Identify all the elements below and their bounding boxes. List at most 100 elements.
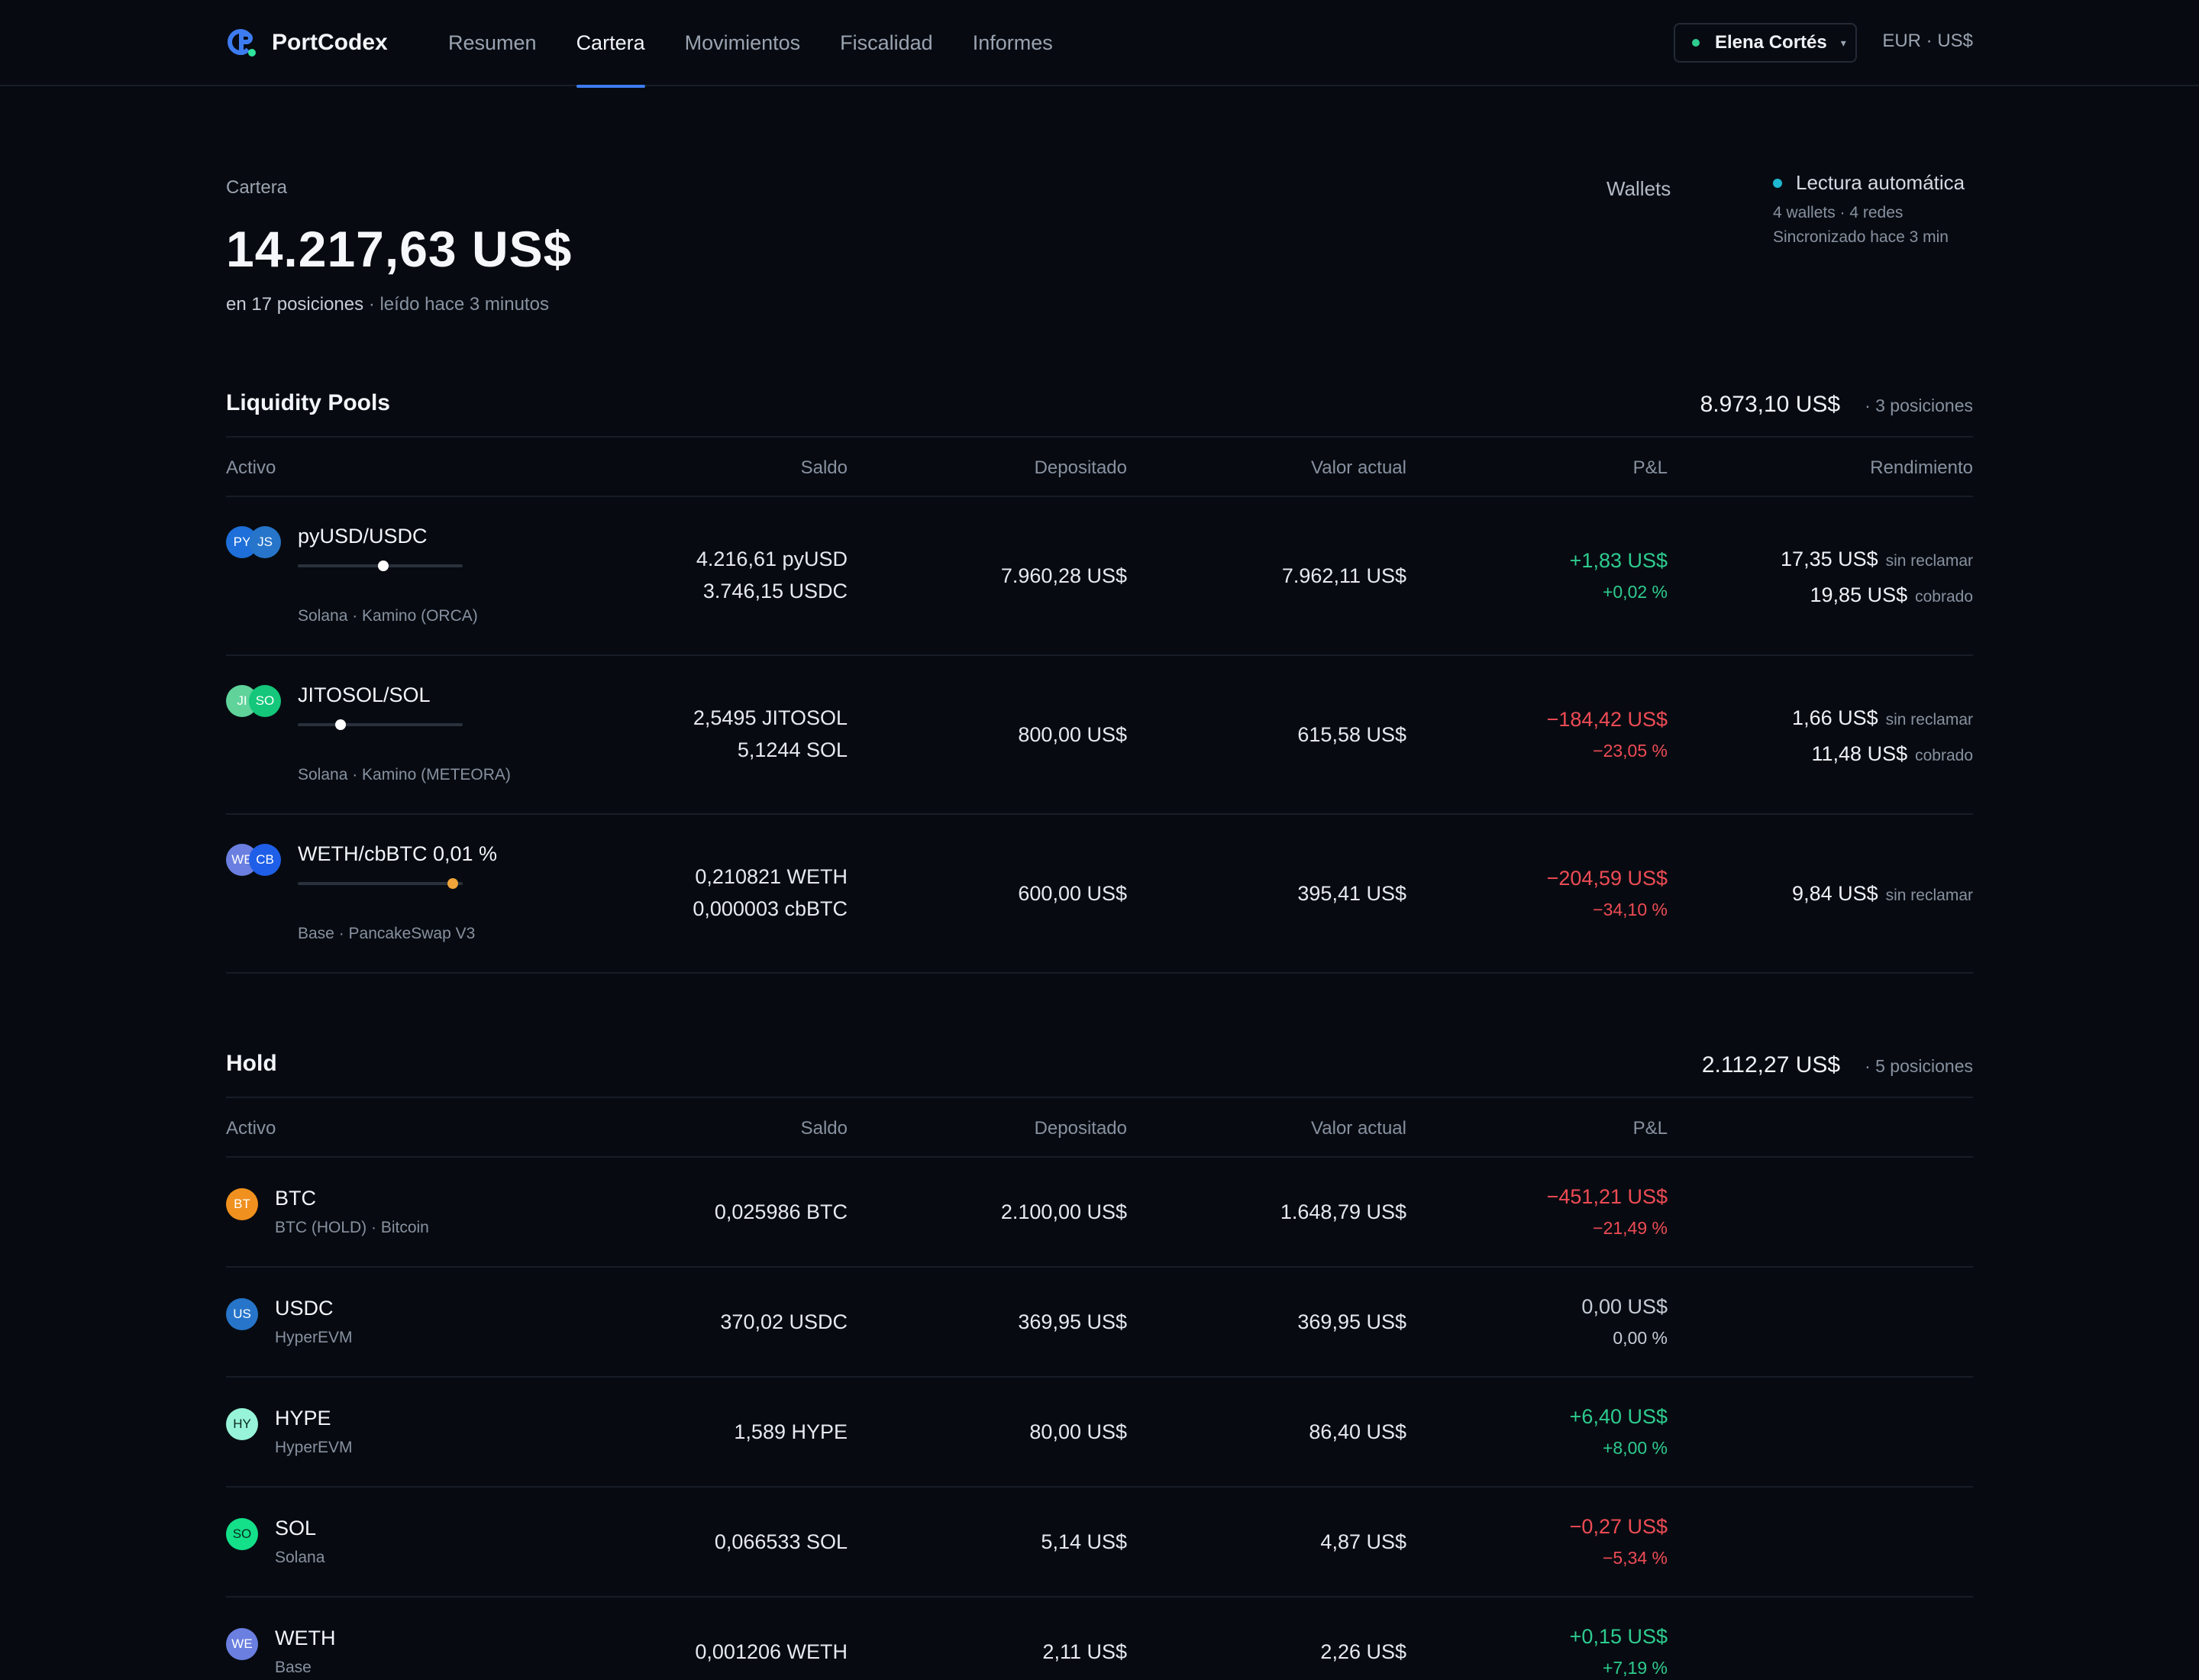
pnl-percent: +8,00 % — [1602, 1438, 1668, 1458]
balance-value: 370,02 USDC — [720, 1310, 848, 1333]
balance-value: 0,001206 WETH — [695, 1640, 848, 1663]
asset-network: Base — [275, 1659, 312, 1676]
yield-line: 17,35 US$ sin reclamar — [1781, 543, 1973, 579]
brand-name: PortCodex — [272, 30, 388, 55]
balance-cell: 0,210821 WETH 0,000003 cbBTC — [693, 861, 848, 925]
liquidity-pools-section: Liquidity Pools 8.973,10 US$ · 3 posicio… — [226, 376, 1973, 974]
col-activo[interactable]: Activo — [226, 1118, 276, 1139]
deposited-value: 369,95 US$ — [1018, 1310, 1127, 1333]
yield-value: 11,48 US$ — [1811, 742, 1908, 765]
auto-sync-status: Lectura automática 4 wallets · 4 redes S… — [1773, 171, 1965, 247]
deposited-value: 2.100,00 US$ — [1000, 1200, 1127, 1223]
asset-name: SOL — [275, 1517, 317, 1539]
pnl-cell: −204,59 US$ −34,10 % — [1547, 862, 1668, 925]
pnl-amount: −0,27 US$ — [1569, 1515, 1668, 1538]
pnl-amount: +0,15 US$ — [1569, 1625, 1668, 1648]
pnl-percent: −23,05 % — [1593, 741, 1668, 761]
asset-network: Solana — [275, 1549, 325, 1566]
pnl-percent: −21,49 % — [1593, 1218, 1668, 1238]
pnl-percent: 0,00 % — [1613, 1328, 1668, 1348]
section-count: · 3 posiciones — [1865, 396, 1973, 415]
nav-tab-resumen[interactable]: Resumen — [448, 31, 537, 54]
current-value: 395,41 US$ — [1297, 882, 1406, 905]
section-header: Hold 2.112,27 US$ · 5 posiciones — [226, 1037, 1973, 1098]
nav-tab-informes[interactable]: Informes — [972, 31, 1053, 54]
pnl-amount: +6,40 US$ — [1569, 1405, 1668, 1428]
yield-value: 17,35 US$ — [1781, 548, 1878, 570]
table-row[interactable]: BT BTC BTC (HOLD) · Bitcoin 0,025986 BTC 2.1… — [226, 1158, 1973, 1268]
yield-label: sin reclamar — [1885, 711, 1973, 729]
online-status-icon — [1692, 39, 1700, 47]
balance-value: 0,066533 SOL — [714, 1530, 848, 1553]
col-rendimiento[interactable]: Rendimiento — [1870, 457, 1973, 478]
token-icon: WE — [226, 1628, 258, 1660]
deposited-value: 2,11 US$ — [1042, 1640, 1127, 1663]
nav-tab-cartera[interactable]: Cartera — [576, 0, 645, 88]
portfolio-total: 14.217,63 US$ — [226, 221, 573, 277]
col-valor-actual[interactable]: Valor actual — [1311, 457, 1406, 478]
deposited-value: 800,00 US$ — [1018, 723, 1127, 746]
table-row[interactable]: PY JS pyUSD/USDC Solana · Kamino (ORCA) 4.21… — [226, 497, 1973, 656]
asset-network: HyperEVM — [275, 1439, 353, 1456]
asset-network: BTC (HOLD) · Bitcoin — [275, 1219, 429, 1236]
pnl-cell: −451,21 US$ −21,49 % — [1547, 1181, 1668, 1243]
wallets-link[interactable]: Wallets — [1606, 177, 1671, 200]
user-menu-button[interactable]: Elena Cortés ▾ — [1674, 23, 1857, 63]
pnl-cell: +1,83 US$ +0,02 % — [1570, 544, 1668, 607]
price-range-bar — [298, 878, 463, 889]
col-depositado[interactable]: Depositado — [1034, 1118, 1127, 1139]
portfolio-label: Cartera — [226, 177, 288, 198]
nav-tab-movimientos[interactable]: Movimientos — [684, 31, 801, 54]
col-pnl[interactable]: P&L — [1632, 457, 1668, 478]
yield-value: 19,85 US$ — [1810, 583, 1908, 606]
section-total: 8.973,10 US$ — [1700, 392, 1841, 417]
col-pnl[interactable]: P&L — [1632, 1118, 1668, 1139]
balance-token-2: 0,000003 cbBTC — [693, 897, 848, 920]
positions-count: en 17 posiciones — [226, 294, 364, 315]
yield-cell: 9,84 US$ sin reclamar — [1792, 877, 1973, 913]
chevron-down-icon: ▾ — [1840, 36, 1846, 49]
nav-tab-fiscalidad[interactable]: Fiscalidad — [840, 31, 933, 54]
asset-network: Base · PancakeSwap V3 — [298, 925, 476, 942]
pnl-cell: 0,00 US$ 0,00 % — [1581, 1291, 1668, 1353]
table-row[interactable]: US USDC HyperEVM 370,02 USDC 369,95 US$ 369,9… — [226, 1268, 1973, 1378]
deposited-value: 7.960,28 US$ — [1000, 564, 1127, 587]
table-row[interactable]: HY HYPE HyperEVM 1,589 HYPE 80,00 US$ 86,40 U… — [226, 1378, 1973, 1488]
asset-name: JITOSOL/SOL — [298, 683, 431, 706]
section-header: Liquidity Pools 8.973,10 US$ · 3 posicio… — [226, 376, 1973, 438]
table-row[interactable]: JI SO JITOSOL/SOL Solana · Kamino (METEORA)… — [226, 656, 1973, 815]
col-valor-actual[interactable]: Valor actual — [1311, 1118, 1406, 1139]
current-value: 2,26 US$ — [1320, 1640, 1406, 1663]
currency-switch[interactable]: EUR · US$ — [1882, 31, 1973, 51]
asset-name: USDC — [275, 1297, 334, 1320]
user-name: Elena Cortés — [1715, 32, 1827, 53]
brand[interactable]: PortCodex — [226, 27, 388, 58]
current-value: 615,58 US$ — [1297, 723, 1406, 746]
section-count: · 5 posiciones — [1865, 1056, 1973, 1076]
auto-sync-title: Lectura automática — [1796, 171, 1965, 194]
table-row[interactable]: WE WETH Base 0,001206 WETH 2,11 US$ 2,26 US$ +… — [226, 1598, 1973, 1680]
current-value: 86,40 US$ — [1309, 1420, 1406, 1443]
deposited-value: 5,14 US$ — [1041, 1530, 1127, 1553]
top-navigation-bar: PortCodex Resumen Cartera Movimientos Fi… — [0, 0, 2199, 88]
pnl-amount: −451,21 US$ — [1546, 1185, 1668, 1208]
yield-line: 9,84 US$ sin reclamar — [1792, 877, 1973, 913]
col-depositado[interactable]: Depositado — [1034, 457, 1127, 478]
yield-label: sin reclamar — [1885, 552, 1973, 570]
yield-cell: 1,66 US$ sin reclamar 11,48 US$ cobrado — [1792, 702, 1973, 774]
col-activo[interactable]: Activo — [226, 457, 276, 478]
section-title: Liquidity Pools — [226, 390, 390, 415]
balance-token-1: 4.216,61 pyUSD — [696, 548, 848, 570]
pnl-cell: −184,42 US$ −23,05 % — [1547, 703, 1668, 766]
asset-network: Solana · Kamino (ORCA) — [298, 607, 478, 625]
yield-line: 11,48 US$ cobrado — [1792, 738, 1973, 774]
table-row[interactable]: WE CB WETH/cbBTC 0,01 % Base · PancakeSwap … — [226, 815, 1973, 974]
balance-cell: 2,5495 JITOSOL 5,1244 SOL — [693, 702, 848, 766]
table-row[interactable]: SO SOL Solana 0,066533 SOL 5,14 US$ 4,87 US$ −… — [226, 1488, 1973, 1598]
token-icon: HY — [226, 1408, 258, 1440]
sync-time: Sincronizado hace 3 min — [1773, 228, 1949, 246]
yield-value: 1,66 US$ — [1792, 706, 1878, 729]
col-saldo[interactable]: Saldo — [800, 1118, 848, 1139]
yield-label: cobrado — [1915, 747, 1973, 764]
col-saldo[interactable]: Saldo — [800, 457, 848, 478]
